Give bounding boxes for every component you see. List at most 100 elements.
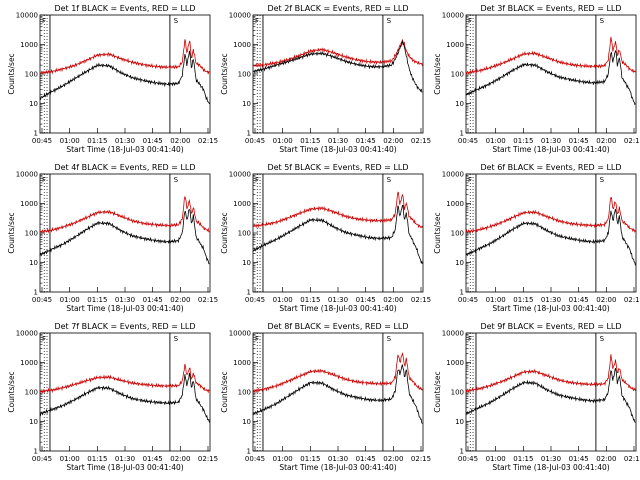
y-tick-label: 10 <box>455 100 464 108</box>
y-tick-label: 100 <box>451 71 464 79</box>
panel-title: Det 3f BLACK = Events, RED = LLD <box>480 4 621 13</box>
x-tick-label: 02:00 <box>170 296 190 304</box>
y-tick-label: 1000 <box>446 200 464 208</box>
y-tick-label: 10 <box>242 259 251 267</box>
events-series-line <box>39 372 210 423</box>
y-tick-label: 10 <box>29 100 38 108</box>
events-series-line <box>39 50 210 105</box>
y-tick-label: 1 <box>460 448 464 456</box>
x-axis-label: Start Time (18-Jul-03 00:41:40) <box>279 463 396 472</box>
marker-label-f: F <box>42 17 46 25</box>
marker-label-s: S <box>174 17 179 25</box>
y-tick-label: 10 <box>242 418 251 426</box>
x-axis-label: Start Time (18-Jul-03 00:41:40) <box>66 304 183 313</box>
y-tick-label: 1000 <box>446 41 464 49</box>
x-tick-label: 01:30 <box>328 455 348 463</box>
events-series-line <box>465 208 636 266</box>
events-series-line <box>465 49 636 106</box>
plot-frame <box>252 173 424 293</box>
x-tick-label: 00:45 <box>32 296 52 304</box>
x-tick-label: 02:00 <box>596 296 616 304</box>
x-tick-label: 00:45 <box>245 296 265 304</box>
y-tick-label: 10 <box>455 418 464 426</box>
x-tick-label: 01:30 <box>328 137 348 145</box>
marker-label-f: F <box>42 176 46 184</box>
y-tick-label: 1 <box>34 448 38 456</box>
x-tick-label: 01:00 <box>486 296 506 304</box>
x-axis-label: Start Time (18-Jul-03 00:41:40) <box>279 145 396 154</box>
x-tick-label: 01:15 <box>87 296 107 304</box>
x-tick-label: 02:15 <box>411 137 431 145</box>
x-tick-label: 02:15 <box>624 137 640 145</box>
x-tick-label: 01:45 <box>356 137 376 145</box>
panel-title: Det 2f BLACK = Events, RED = LLD <box>267 4 408 13</box>
marker-label-s: S <box>600 335 605 343</box>
y-tick-label: 1 <box>34 130 38 138</box>
x-tick-label: 01:15 <box>300 455 320 463</box>
y-axis-label: Counts/sec <box>433 53 442 94</box>
plot-frame <box>39 332 211 452</box>
marker-label-s: S <box>600 17 605 25</box>
x-tick-label: 02:00 <box>170 455 190 463</box>
x-tick-label: 02:00 <box>596 137 616 145</box>
detector-panel-2: 1 10 100 1000 10000 00:45 01:00 01:15 01:30 01:45… <box>220 4 431 154</box>
panel-title: Det 1f BLACK = Events, RED = LLD <box>54 4 195 13</box>
y-tick-label: 1 <box>247 289 251 297</box>
marker-label-f: F <box>255 176 259 184</box>
x-tick-label: 02:00 <box>383 455 403 463</box>
events-series-line <box>252 204 423 264</box>
y-tick-label: 10000 <box>16 330 38 338</box>
events-series-line <box>465 368 636 423</box>
x-tick-label: 01:00 <box>486 455 506 463</box>
marker-label-f: F <box>468 335 472 343</box>
x-tick-label: 01:30 <box>115 296 135 304</box>
x-tick-label: 01:00 <box>273 296 293 304</box>
x-tick-label: 02:15 <box>411 296 431 304</box>
y-tick-label: 10000 <box>229 330 251 338</box>
y-axis-label: Counts/sec <box>433 371 442 412</box>
y-tick-label: 10000 <box>229 12 251 20</box>
x-tick-label: 01:15 <box>87 137 107 145</box>
events-series-line <box>39 209 210 265</box>
marker-label-s: S <box>387 335 392 343</box>
marker-label-s: S <box>387 17 392 25</box>
marker-label-s: S <box>174 176 179 184</box>
y-tick-label: 100 <box>451 230 464 238</box>
x-tick-label: 01:00 <box>273 137 293 145</box>
x-tick-label: 01:30 <box>115 455 135 463</box>
detector-panel-8: 1 10 100 1000 10000 00:45 01:00 01:15 01:30 01:45… <box>220 322 431 472</box>
x-tick-label: 01:30 <box>541 137 561 145</box>
x-tick-label: 01:00 <box>486 137 506 145</box>
marker-label-f: F <box>255 17 259 25</box>
marker-label-f: F <box>42 335 46 343</box>
y-axis-label: Counts/sec <box>220 53 229 94</box>
lld-series-line <box>465 354 636 394</box>
y-tick-label: 1000 <box>233 359 251 367</box>
x-tick-label: 01:00 <box>60 455 80 463</box>
x-tick-label: 01:45 <box>356 455 376 463</box>
panel-title: Det 4f BLACK = Events, RED = LLD <box>54 163 195 172</box>
lld-series-line <box>465 36 636 75</box>
panel-title: Det 6f BLACK = Events, RED = LLD <box>480 163 621 172</box>
x-tick-label: 02:00 <box>170 137 190 145</box>
x-tick-label: 00:45 <box>458 137 478 145</box>
y-tick-label: 1000 <box>233 41 251 49</box>
y-tick-label: 10 <box>242 100 251 108</box>
x-tick-label: 01:30 <box>328 296 348 304</box>
y-axis-label: Counts/sec <box>7 212 16 253</box>
x-tick-label: 02:15 <box>624 455 640 463</box>
marker-label-s: S <box>600 176 605 184</box>
x-tick-label: 02:15 <box>411 455 431 463</box>
x-tick-label: 01:00 <box>60 296 80 304</box>
y-tick-label: 1 <box>460 289 464 297</box>
x-tick-label: 02:00 <box>383 137 403 145</box>
detector-panel-3: 1 10 100 1000 10000 00:45 01:00 01:15 01:30 01:45… <box>433 4 640 154</box>
y-tick-label: 1000 <box>20 200 38 208</box>
y-tick-label: 1000 <box>446 359 464 367</box>
x-tick-label: 00:45 <box>458 296 478 304</box>
y-tick-label: 100 <box>451 389 464 397</box>
y-tick-label: 1000 <box>233 200 251 208</box>
x-tick-label: 00:45 <box>458 455 478 463</box>
x-axis-label: Start Time (18-Jul-03 00:41:40) <box>66 463 183 472</box>
x-tick-label: 00:45 <box>32 455 52 463</box>
